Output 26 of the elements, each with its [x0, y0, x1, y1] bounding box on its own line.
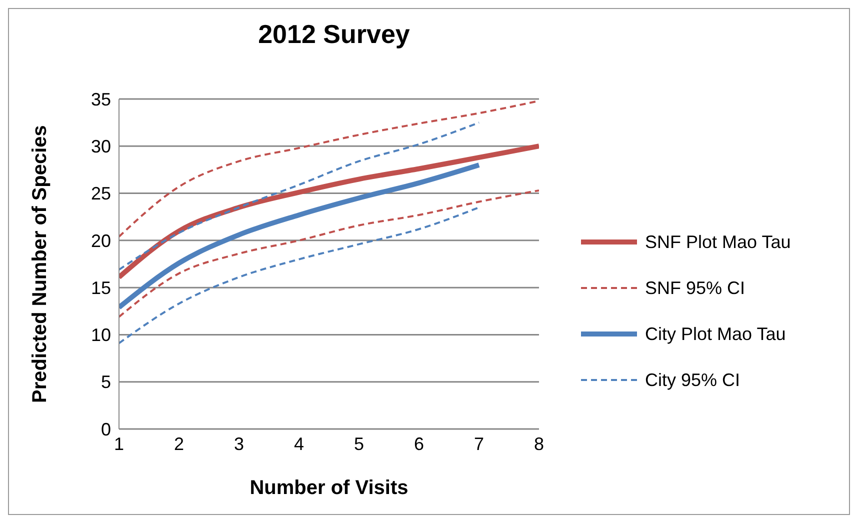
line-series: [119, 189, 539, 318]
line-series: [119, 206, 480, 344]
x-tick-label: 1: [114, 434, 124, 454]
x-tick-label: 3: [234, 434, 244, 454]
y-tick-label: 35: [90, 89, 111, 110]
x-tick-label: 4: [294, 434, 304, 454]
y-tick-label: 25: [90, 184, 111, 204]
legend-label: City Plot Mao Tau: [645, 324, 786, 344]
y-tick-label: 0: [100, 419, 111, 440]
y-tick-label: 20: [90, 230, 111, 251]
chart-title: 2012 Survey: [257, 19, 411, 50]
legend-label: SNF Plot Mao Tau: [645, 232, 791, 252]
x-tick-label: 7: [474, 434, 484, 454]
legend-label: City 95% CI: [645, 370, 740, 390]
x-tick-label: 8: [534, 434, 544, 454]
line-series: [119, 122, 480, 271]
y-tick-label: 5: [100, 372, 111, 392]
legend-label: SNF 95% CI: [645, 278, 746, 298]
y-tick-label: 15: [90, 278, 111, 298]
y-axis-title: Predicted Number of Species: [29, 125, 52, 403]
x-tick-label: 5: [354, 434, 364, 454]
y-tick-label: 30: [90, 136, 111, 157]
x-tick-label: 6: [414, 434, 424, 454]
y-tick-label: 10: [90, 325, 111, 346]
x-tick-label: 2: [174, 434, 184, 454]
x-axis-title: Number of Visits: [250, 477, 408, 499]
